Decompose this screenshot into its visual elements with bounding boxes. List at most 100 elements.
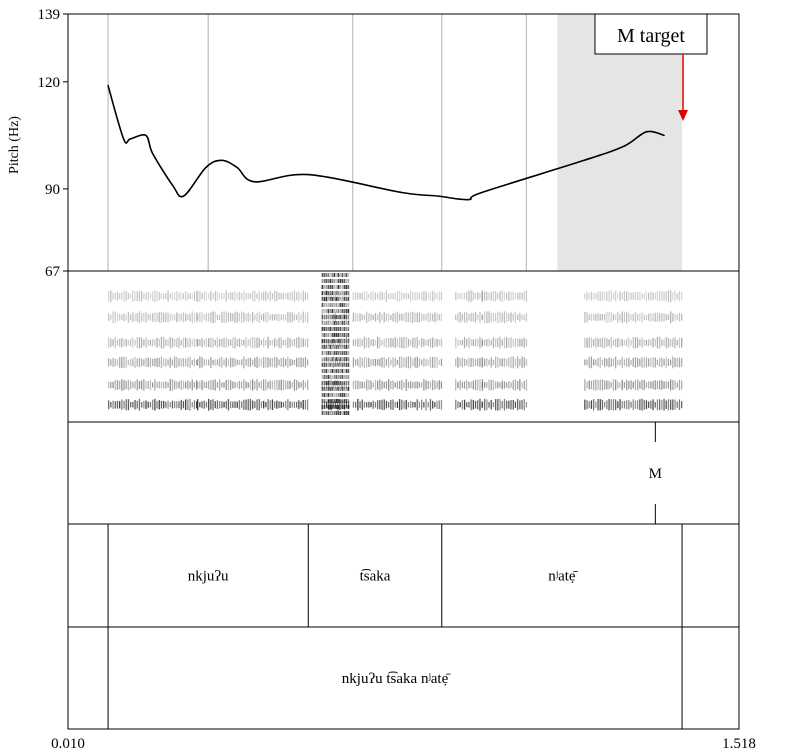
spectro-cell-1195 xyxy=(626,379,628,391)
spectro-cell-196 xyxy=(178,313,180,322)
spectro-cell-1287 xyxy=(659,336,661,349)
spectro-noise-1623 xyxy=(343,327,346,331)
spectro-cell-882 xyxy=(457,401,459,409)
spectro-cell-1211 xyxy=(630,292,632,300)
spectro-cell-704 xyxy=(379,358,381,367)
spectro-cell-665 xyxy=(363,291,366,301)
spectro-cell-152 xyxy=(163,358,165,367)
spectro-cell-91 xyxy=(141,380,143,390)
spectro-cell-893 xyxy=(459,293,461,300)
spectro-noise-1447 xyxy=(329,279,332,283)
spectro-cell-1251 xyxy=(645,339,648,346)
spectro-cell-1319 xyxy=(670,290,672,303)
spectro-cell-967 xyxy=(486,382,488,388)
spectro-cell-456 xyxy=(274,401,276,408)
spectro-noise-1370 xyxy=(321,393,324,397)
spectro-noise-1493 xyxy=(331,411,334,415)
spectro-cell-53 xyxy=(125,291,127,302)
spectro-cell-635 xyxy=(352,292,355,300)
spectro-noise-1385 xyxy=(323,339,326,343)
spectro-cell-1086 xyxy=(586,400,588,410)
spectro-cell-1303 xyxy=(665,381,667,389)
spectro-cell-166 xyxy=(167,312,169,323)
spectro-cell-741 xyxy=(392,338,394,347)
spectro-cell-706 xyxy=(379,311,381,323)
spectro-cell-910 xyxy=(466,311,468,323)
spectro-cell-1290 xyxy=(661,400,663,410)
spectro-cell-1021 xyxy=(506,382,508,388)
spectro-cell-1066 xyxy=(521,314,523,320)
spectro-cell-1107 xyxy=(593,339,595,347)
spectro-cell-414 xyxy=(258,399,260,411)
spectro-noise-1464 xyxy=(329,381,332,385)
spectro-cell-1124 xyxy=(599,356,601,369)
spectro-cell-222 xyxy=(189,398,191,411)
spectro-cell-1274 xyxy=(654,357,656,368)
spectro-cell-20 xyxy=(114,358,116,367)
spectro-cell-785 xyxy=(407,293,410,299)
spectro-noise-1620 xyxy=(343,309,346,313)
spectro-cell-365 xyxy=(238,291,241,301)
spectro-cell-620 xyxy=(345,358,348,367)
spectro-noise-1461 xyxy=(329,363,332,367)
spectro-cell-106 xyxy=(145,311,147,323)
spectro-noise-1598 xyxy=(341,321,344,325)
spectro-cell-304 xyxy=(216,314,219,320)
spectro-cell-327 xyxy=(225,337,227,348)
spectro-noise-1680 xyxy=(347,381,350,385)
spectro-cell-281 xyxy=(208,293,210,300)
spectro-cell-310 xyxy=(219,314,221,321)
spectro-cell-42 xyxy=(123,400,125,409)
spectro-noise-1503 xyxy=(333,327,336,331)
spectro-cell-747 xyxy=(394,337,396,349)
spectro-cell-361 xyxy=(238,380,241,390)
spectro-noise-1414 xyxy=(325,369,328,373)
spectro-cell-891 xyxy=(459,340,461,346)
spectro-cell-36 xyxy=(121,399,123,410)
pitch-point-5 xyxy=(171,184,174,186)
spectro-cell-1008 xyxy=(501,401,503,409)
spectro-cell-1281 xyxy=(656,337,659,349)
spectro-cell-1074 xyxy=(525,402,528,408)
y-axis-label: Pitch (Hz) xyxy=(7,116,22,174)
spectro-cell-353 xyxy=(234,290,236,302)
spectro-cell-30 xyxy=(119,401,121,409)
spectro-cell-1255 xyxy=(648,381,650,389)
pitch-point-9 xyxy=(236,166,238,169)
spectro-cell-1055 xyxy=(517,292,519,300)
spectro-cell-860 xyxy=(436,357,438,368)
spectro-cell-1172 xyxy=(617,359,619,365)
spectro-cell-998 xyxy=(497,357,499,368)
spectro-cell-507 xyxy=(291,339,293,346)
spectro-cell-77 xyxy=(134,291,136,301)
spectro-cell-707 xyxy=(379,291,381,301)
pitch-point-14 xyxy=(467,199,470,201)
spectro-cell-64 xyxy=(130,314,132,321)
spectro-cell-1233 xyxy=(639,339,641,346)
spectro-cell-261 xyxy=(201,338,203,348)
spectro-noise-1375 xyxy=(323,279,326,283)
spectro-cell-724 xyxy=(385,313,388,321)
spectro-cell-1160 xyxy=(612,358,615,367)
spectro-cell-209 xyxy=(182,293,185,299)
spectro-cell-988 xyxy=(492,312,495,322)
spectro-cell-400 xyxy=(252,311,254,323)
spectro-cell-454 xyxy=(271,313,274,321)
spectro-cell-3 xyxy=(108,337,110,349)
spectro-cell-1045 xyxy=(514,379,517,391)
spectro-cell-273 xyxy=(205,338,208,348)
spectro-noise-1546 xyxy=(337,297,340,301)
spectro-cell-489 xyxy=(285,339,287,346)
spectro-cell-350 xyxy=(234,358,236,367)
spectro-noise-1566 xyxy=(339,273,342,277)
spectro-cell-1067 xyxy=(521,292,523,300)
spectro-cell-259 xyxy=(201,379,203,391)
spectro-noise-1637 xyxy=(343,411,346,415)
spectro-cell-120 xyxy=(152,399,154,410)
spectro-cell-336 xyxy=(230,401,232,409)
spectro-cell-661 xyxy=(363,381,366,389)
pitch-point-18 xyxy=(645,131,648,133)
spectro-noise-1433 xyxy=(327,339,330,343)
spectro-cell-1106 xyxy=(593,359,595,366)
spectro-cell-463 xyxy=(276,379,278,391)
